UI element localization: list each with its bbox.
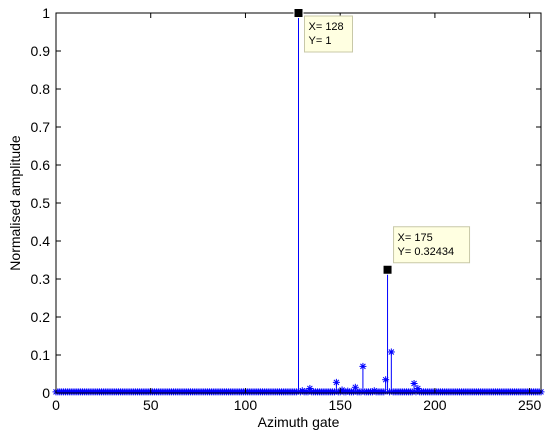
- y-tick-label: 0.8: [31, 81, 51, 97]
- y-tick-label: 0.3: [31, 271, 51, 287]
- marker-189: [410, 380, 418, 387]
- x-tick-label: 250: [518, 397, 542, 413]
- datatip-x-text: X= 175: [398, 232, 433, 244]
- y-tick-label: 0: [42, 385, 50, 401]
- y-tick-label: 0.5: [31, 195, 51, 211]
- datatip-y-text: Y= 0.32434: [398, 246, 455, 258]
- marker-162: [359, 362, 367, 370]
- datatip-box: [304, 15, 353, 53]
- marker-177: [387, 348, 395, 356]
- series-layer: [52, 13, 545, 396]
- x-axis-label: Azimuth gate: [258, 414, 340, 430]
- y-tick-label: 0.4: [31, 233, 51, 249]
- datatip-175[interactable]: X= 175 Y= 0.32434: [382, 226, 471, 275]
- marker-148: [332, 378, 340, 386]
- datatip-marker[interactable]: [293, 8, 304, 18]
- datatip-x-text: X= 128: [309, 21, 344, 33]
- ticks: 0 50 100 150 200 250 0 0.1 0.2 0.3 0.4 0.5 0.6 0.7 0.8…: [31, 5, 542, 413]
- y-tick-label: 0.6: [31, 157, 51, 173]
- y-tick-label: 1: [42, 5, 50, 21]
- marker-174: [382, 376, 390, 384]
- y-tick-label: 0.9: [31, 43, 51, 59]
- marker-158: [351, 383, 359, 391]
- y-axis-label: Normalised amplitude: [7, 135, 23, 271]
- y-tick-label: 0.1: [31, 347, 51, 363]
- x-tick-label: 200: [423, 397, 447, 413]
- datatip-marker[interactable]: [382, 264, 393, 275]
- x-tick-label: 100: [234, 397, 258, 413]
- datatip-y-text: Y= 1: [309, 35, 332, 47]
- x-tick-label: 150: [329, 397, 353, 413]
- datatips: X= 128 Y= 1 X= 175 Y= 0.32434: [293, 8, 471, 275]
- y-tick-label: 0.7: [31, 119, 51, 135]
- y-tick-label: 0.2: [31, 309, 51, 325]
- datatip-box: [393, 226, 471, 264]
- x-tick-label: 50: [143, 397, 159, 413]
- x-tick-label: 0: [52, 397, 60, 413]
- datatip-128[interactable]: X= 128 Y= 1: [293, 8, 353, 53]
